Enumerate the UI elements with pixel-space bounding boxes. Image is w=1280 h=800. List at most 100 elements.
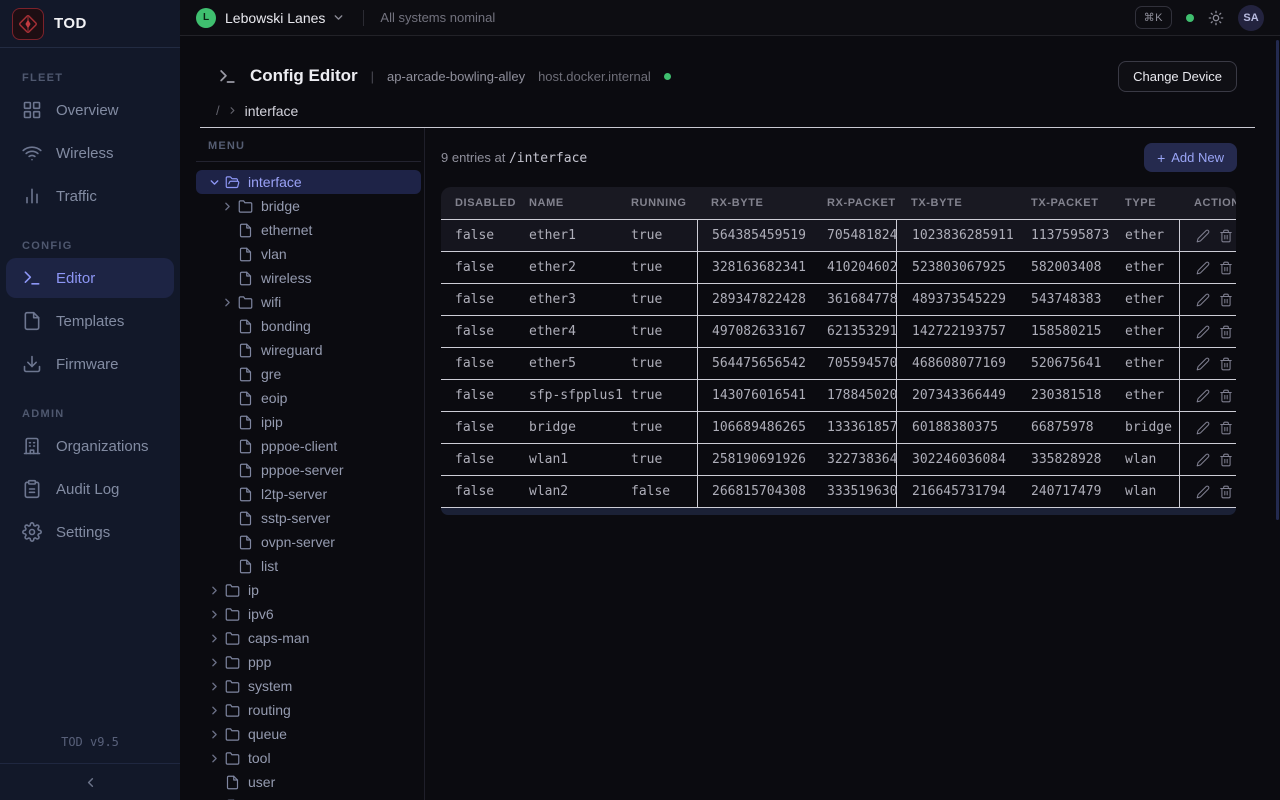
edit-row-button[interactable] xyxy=(1196,357,1210,371)
chevron-right-icon[interactable] xyxy=(208,584,225,597)
tree-item-wireless[interactable]: wireless xyxy=(196,266,421,290)
tree-item-ipip[interactable]: ipip xyxy=(196,410,421,434)
edit-row-button[interactable] xyxy=(1196,485,1210,499)
tree-item-pppoe-server[interactable]: pppoe-server xyxy=(196,458,421,482)
command-palette-shortcut[interactable]: ⌘K xyxy=(1134,6,1172,29)
tree-item-ppp[interactable]: ppp xyxy=(196,650,421,674)
tree-item-gre[interactable]: gre xyxy=(196,362,421,386)
theme-toggle-button[interactable] xyxy=(1208,10,1224,26)
delete-row-button[interactable] xyxy=(1219,293,1233,307)
sidebar: TOD FLEET Overview Wireless Traffic CONFIG Ed… xyxy=(0,0,180,800)
tree-item-vlan[interactable]: vlan xyxy=(196,242,421,266)
tree-indent-spacer xyxy=(208,776,225,789)
cell-disabled: false xyxy=(441,316,529,348)
chevron-right-icon[interactable] xyxy=(208,608,225,621)
tree-item-interface[interactable]: interface xyxy=(196,170,421,194)
sidebar-item-label: Wireless xyxy=(56,144,114,162)
breadcrumb-root[interactable]: / xyxy=(216,103,220,118)
chevron-right-icon[interactable] xyxy=(208,632,225,645)
tree-item-partial[interactable] xyxy=(196,794,421,800)
sidebar-item-organizations[interactable]: Organizations xyxy=(6,426,174,466)
tree-item-pppoe-client[interactable]: pppoe-client xyxy=(196,434,421,458)
delete-row-button[interactable] xyxy=(1219,485,1233,499)
tree-item-system[interactable]: system xyxy=(196,674,421,698)
sidebar-item-settings[interactable]: Settings xyxy=(6,512,174,552)
tree-item-wifi[interactable]: wifi xyxy=(196,290,421,314)
sidebar-item-firmware[interactable]: Firmware xyxy=(6,344,174,384)
cell-tx-packet: 158580215 xyxy=(1031,316,1125,348)
tree-item-tool[interactable]: tool xyxy=(196,746,421,770)
tree-item-bridge[interactable]: bridge xyxy=(196,194,421,218)
edit-row-button[interactable] xyxy=(1196,453,1210,467)
tree-item-caps-man[interactable]: caps-man xyxy=(196,626,421,650)
edit-row-button[interactable] xyxy=(1196,229,1210,243)
tree-item-label: sstp-server xyxy=(261,510,331,526)
cell-rx-packet: 410204602 xyxy=(827,252,897,284)
sidebar-item-overview[interactable]: Overview xyxy=(6,90,174,130)
edit-row-button[interactable] xyxy=(1196,421,1210,435)
tree-item-ethernet[interactable]: ethernet xyxy=(196,218,421,242)
cell-type: wlan xyxy=(1125,476,1179,508)
sidebar-item-traffic[interactable]: Traffic xyxy=(6,176,174,216)
tree-item-wireguard[interactable]: wireguard xyxy=(196,338,421,362)
edit-row-button[interactable] xyxy=(1196,293,1210,307)
chevron-right-icon[interactable] xyxy=(208,680,225,693)
sidebar-footer-divider xyxy=(0,763,180,764)
header-divider: | xyxy=(370,68,375,84)
page-title: Config Editor xyxy=(250,66,358,85)
sidebar-item-editor[interactable]: Editor xyxy=(6,258,174,298)
chevron-right-icon[interactable] xyxy=(221,296,238,309)
sidebar-item-wireless[interactable]: Wireless xyxy=(6,133,174,173)
user-avatar[interactable]: SA xyxy=(1238,4,1264,31)
tree-item-queue[interactable]: queue xyxy=(196,722,421,746)
table-horizontal-scrollbar[interactable] xyxy=(441,508,1236,515)
cell-disabled: false xyxy=(441,252,529,284)
chevron-right-icon[interactable] xyxy=(208,728,225,741)
cell-running: true xyxy=(631,444,697,476)
page-scrollbar-thumb[interactable] xyxy=(1276,40,1279,520)
tree-item-routing[interactable]: routing xyxy=(196,698,421,722)
tree-item-label: vlan xyxy=(261,246,287,262)
tree-item-sstp-server[interactable]: sstp-server xyxy=(196,506,421,530)
edit-row-button[interactable] xyxy=(1196,389,1210,403)
tree-item-label: pppoe-client xyxy=(261,438,338,454)
delete-row-button[interactable] xyxy=(1219,229,1233,243)
tree-item-ovpn-server[interactable]: ovpn-server xyxy=(196,530,421,554)
delete-row-button[interactable] xyxy=(1219,325,1233,339)
delete-row-button[interactable] xyxy=(1219,357,1233,371)
file-icon xyxy=(238,558,254,574)
topbar-divider xyxy=(363,9,365,26)
chevron-right-icon[interactable] xyxy=(221,200,238,213)
delete-row-button[interactable] xyxy=(1219,421,1233,435)
download-icon xyxy=(22,354,42,374)
edit-row-button[interactable] xyxy=(1196,325,1210,339)
gear-icon xyxy=(22,522,42,542)
tree-item-eoip[interactable]: eoip xyxy=(196,386,421,410)
cell-name: ether1 xyxy=(529,220,631,252)
config-tree: interface bridge ethernet vlan wireless wifi b… xyxy=(196,170,421,800)
change-device-button[interactable]: Change Device xyxy=(1118,60,1237,92)
sidebar-collapse-button[interactable] xyxy=(0,764,180,800)
cell-name: wlan2 xyxy=(529,476,631,508)
cell-disabled: false xyxy=(441,412,529,444)
edit-row-button[interactable] xyxy=(1196,261,1210,275)
tree-item-ipv6[interactable]: ipv6 xyxy=(196,602,421,626)
org-switcher-button[interactable] xyxy=(332,11,345,24)
chevron-down-icon[interactable] xyxy=(208,176,225,189)
tree-item-label: queue xyxy=(248,726,287,742)
tree-item-l2tp-server[interactable]: l2tp-server xyxy=(196,482,421,506)
delete-row-button[interactable] xyxy=(1219,389,1233,403)
chevron-right-icon[interactable] xyxy=(208,752,225,765)
add-new-button[interactable]: + Add New xyxy=(1144,143,1237,172)
chevron-right-icon[interactable] xyxy=(208,704,225,717)
folder-icon xyxy=(238,198,254,214)
tree-item-list[interactable]: list xyxy=(196,554,421,578)
chevron-right-icon[interactable] xyxy=(208,656,225,669)
delete-row-button[interactable] xyxy=(1219,261,1233,275)
delete-row-button[interactable] xyxy=(1219,453,1233,467)
sidebar-item-audit-log[interactable]: Audit Log xyxy=(6,469,174,509)
tree-item-ip[interactable]: ip xyxy=(196,578,421,602)
sidebar-item-templates[interactable]: Templates xyxy=(6,301,174,341)
tree-item-user[interactable]: user xyxy=(196,770,421,794)
tree-item-bonding[interactable]: bonding xyxy=(196,314,421,338)
